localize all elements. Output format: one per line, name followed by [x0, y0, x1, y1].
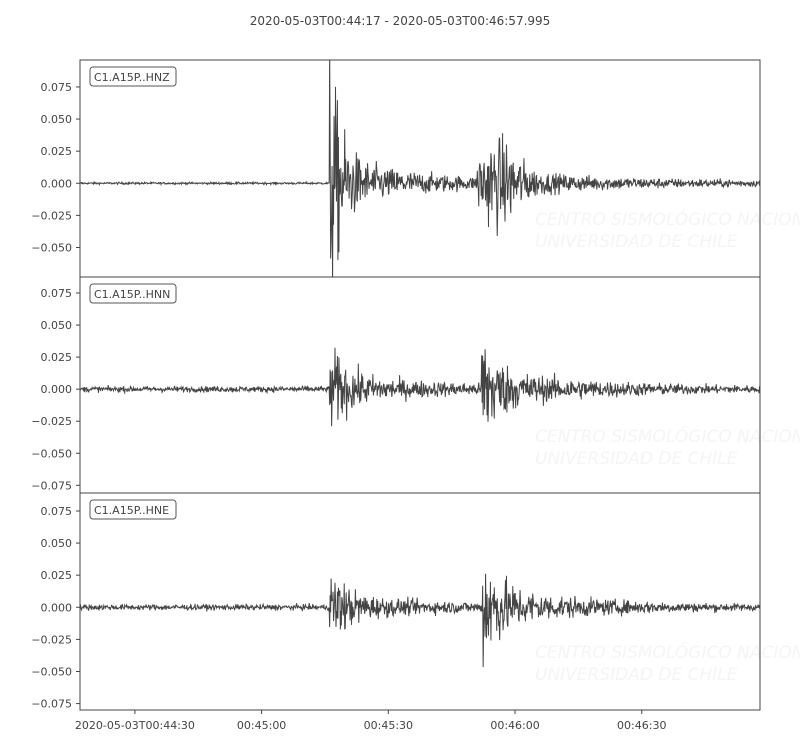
y-tick-label: 0.025: [41, 569, 73, 582]
trace-label: C1.A15P..HNN: [89, 283, 177, 304]
trace-label: C1.A15P..HNZ: [89, 66, 177, 87]
y-tick-label: 0.050: [41, 319, 73, 332]
trace-label-text: C1.A15P..HNN: [94, 288, 170, 301]
waveform-trace: [80, 60, 760, 277]
waveform-trace: [80, 573, 760, 668]
trace-label-text: C1.A15P..HNE: [94, 504, 169, 517]
y-tick-label: 0.075: [41, 505, 73, 518]
y-tick-label: 0.025: [41, 145, 73, 158]
trace-label: C1.A15P..HNE: [89, 499, 177, 520]
trace-label-text: C1.A15P..HNZ: [94, 71, 170, 84]
x-tick-label: 2020-05-03T00:44:30: [75, 719, 195, 732]
waveform-trace: [80, 347, 760, 427]
y-tick-label: 0.050: [41, 113, 73, 126]
svg-text:UNIVERSIDAD DE CHILE: UNIVERSIDAD DE CHILE: [535, 449, 738, 469]
y-tick-label: −0.075: [31, 698, 72, 711]
y-tick-label: 0.000: [41, 177, 73, 190]
axes-frame: [79, 492, 761, 711]
svg-text:CENTRO SISMOLÓGICO NACIONAL: CENTRO SISMOLÓGICO NACIONAL: [535, 208, 800, 230]
y-tick-label: −0.025: [31, 209, 72, 222]
svg-text:CENTRO SISMOLÓGICO NACIONAL: CENTRO SISMOLÓGICO NACIONAL: [535, 425, 800, 447]
svg-text:UNIVERSIDAD DE CHILE: UNIVERSIDAD DE CHILE: [535, 232, 738, 252]
y-tick-label: −0.025: [31, 415, 72, 428]
x-tick-label: 00:45:00: [237, 719, 286, 732]
y-tick-label: −0.075: [31, 479, 72, 492]
y-tick-label: 0.000: [41, 383, 73, 396]
x-tick-label: 00:46:30: [617, 719, 666, 732]
y-tick-label: −0.050: [31, 665, 72, 678]
y-tick-label: −0.025: [31, 633, 72, 646]
y-tick-label: 0.075: [41, 81, 73, 94]
y-tick-label: 0.025: [41, 351, 73, 364]
y-tick-label: 0.050: [41, 537, 73, 550]
y-tick-label: 0.000: [41, 601, 73, 614]
chart-title: 2020-05-03T00:44:17 - 2020-05-03T00:46:5…: [250, 14, 551, 28]
svg-text:UNIVERSIDAD DE CHILE: UNIVERSIDAD DE CHILE: [535, 665, 738, 685]
x-tick-label: 00:45:30: [364, 719, 413, 732]
y-tick-label: 0.075: [41, 287, 73, 300]
y-tick-label: −0.050: [31, 447, 72, 460]
x-tick-label: 00:46:00: [490, 719, 539, 732]
svg-text:CENTRO SISMOLÓGICO NACIONAL: CENTRO SISMOLÓGICO NACIONAL: [535, 641, 800, 663]
y-tick-label: −0.050: [31, 241, 72, 254]
